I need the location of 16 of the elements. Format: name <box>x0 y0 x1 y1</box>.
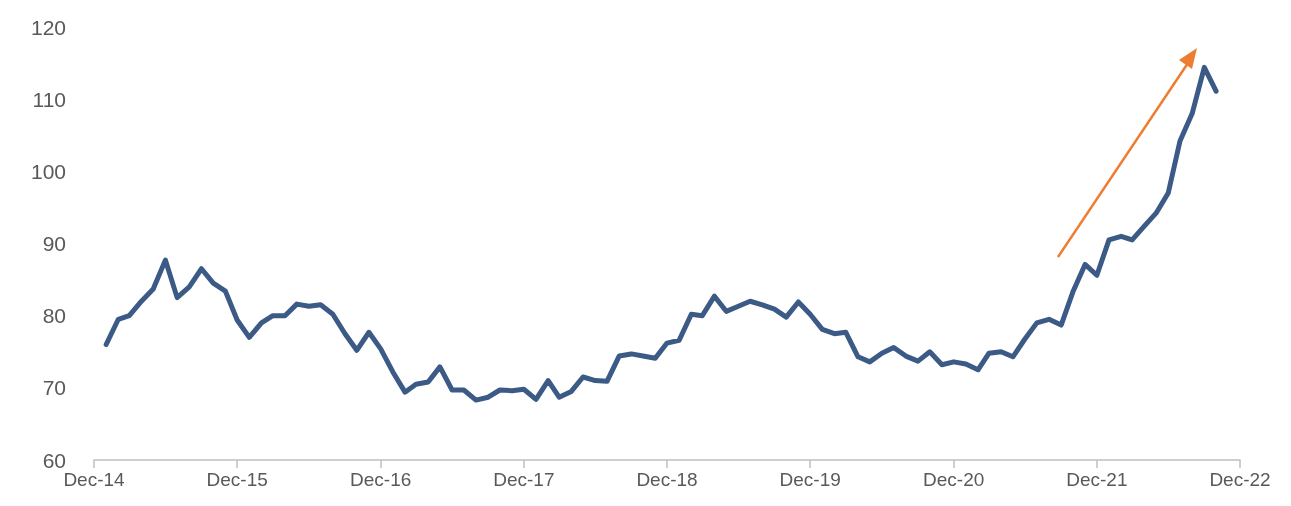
y-tick-label: 120 <box>30 15 66 39</box>
x-tick-label: Dec-17 <box>493 469 555 490</box>
x-tick-label: Dec-19 <box>779 469 841 490</box>
x-tick-label: Dec-22 <box>1209 469 1271 490</box>
y-tick-label: 80 <box>42 304 66 328</box>
y-tick-label: 70 <box>42 376 66 400</box>
y-tick-label: 100 <box>30 159 66 183</box>
x-tick-label: Dec-18 <box>636 469 698 490</box>
y-tick-label: 110 <box>32 87 66 111</box>
y-tick-label: 90 <box>42 232 66 255</box>
x-tick-label: Dec-14 <box>63 469 126 490</box>
x-tick-label: Dec-21 <box>1066 469 1128 490</box>
x-tick-label: Dec-20 <box>923 469 985 490</box>
y-tick-label: 60 <box>42 448 66 472</box>
x-tick-label: Dec-16 <box>350 469 412 490</box>
x-tick-label: Dec-15 <box>206 469 268 490</box>
